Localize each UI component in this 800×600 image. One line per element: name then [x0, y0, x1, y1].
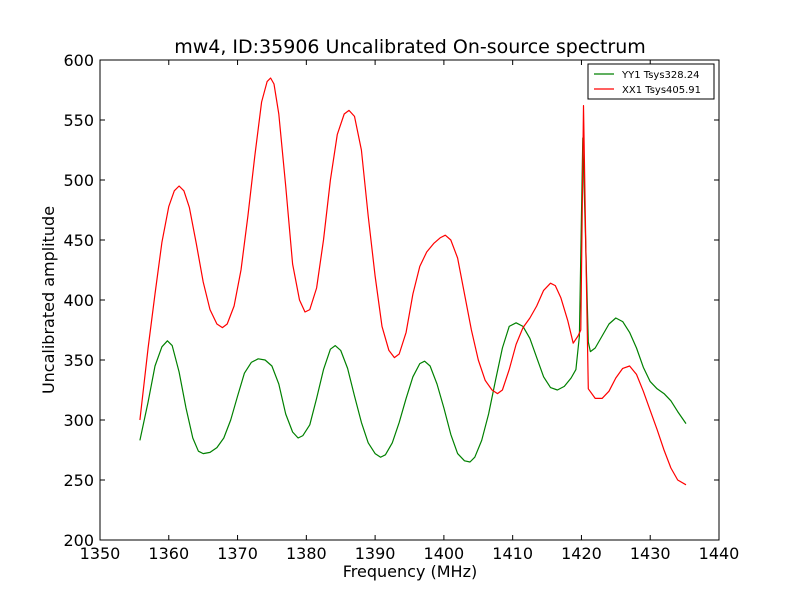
x-tick-label: 1370: [217, 544, 258, 563]
x-tick-label: 1400: [424, 544, 465, 563]
series-layer: [139, 77, 687, 486]
x-tick-label: 1390: [355, 544, 396, 563]
legend-box: [587, 63, 715, 100]
y-tick-label: 400: [63, 291, 94, 310]
y-tick-label: 600: [63, 51, 94, 70]
y-tick-label: 300: [63, 411, 94, 430]
x-tick-label: 1430: [630, 544, 671, 563]
x-axis-title: Frequency (MHz): [343, 562, 477, 581]
y-tick-label: 450: [63, 231, 94, 250]
x-tick-label: 1440: [699, 544, 740, 563]
ticks-layer: 1350 1360 1370 1380 1390 1400 1410 1420 1430 1440…: [63, 51, 739, 563]
chart-title: mw4, ID:35906 Uncalibrated On-source spe…: [174, 36, 646, 58]
y-tick-label: 500: [63, 171, 94, 190]
x-tick-label: 1350: [80, 544, 121, 563]
x-tick-label: 1410: [492, 544, 533, 563]
legend-label-yy1: YY1 Tsys328.24: [621, 70, 700, 81]
y-tick-label: 250: [63, 471, 94, 490]
legend-label-xx1: XX1 Tsys405.91: [622, 85, 701, 96]
y-tick-label: 550: [63, 111, 94, 130]
series-line-yy1: [139, 137, 687, 463]
y-axis-title: Uncalibrated amplitude: [39, 206, 58, 394]
legend: YY1 Tsys328.24 XX1 Tsys405.91: [587, 63, 715, 100]
x-tick-label: 1380: [286, 544, 327, 563]
y-tick-label: 350: [63, 351, 94, 370]
x-tick-label: 1360: [148, 544, 189, 563]
series-line-xx1: [139, 77, 687, 486]
y-tick-label: 200: [63, 531, 94, 550]
x-tick-label: 1420: [561, 544, 602, 563]
